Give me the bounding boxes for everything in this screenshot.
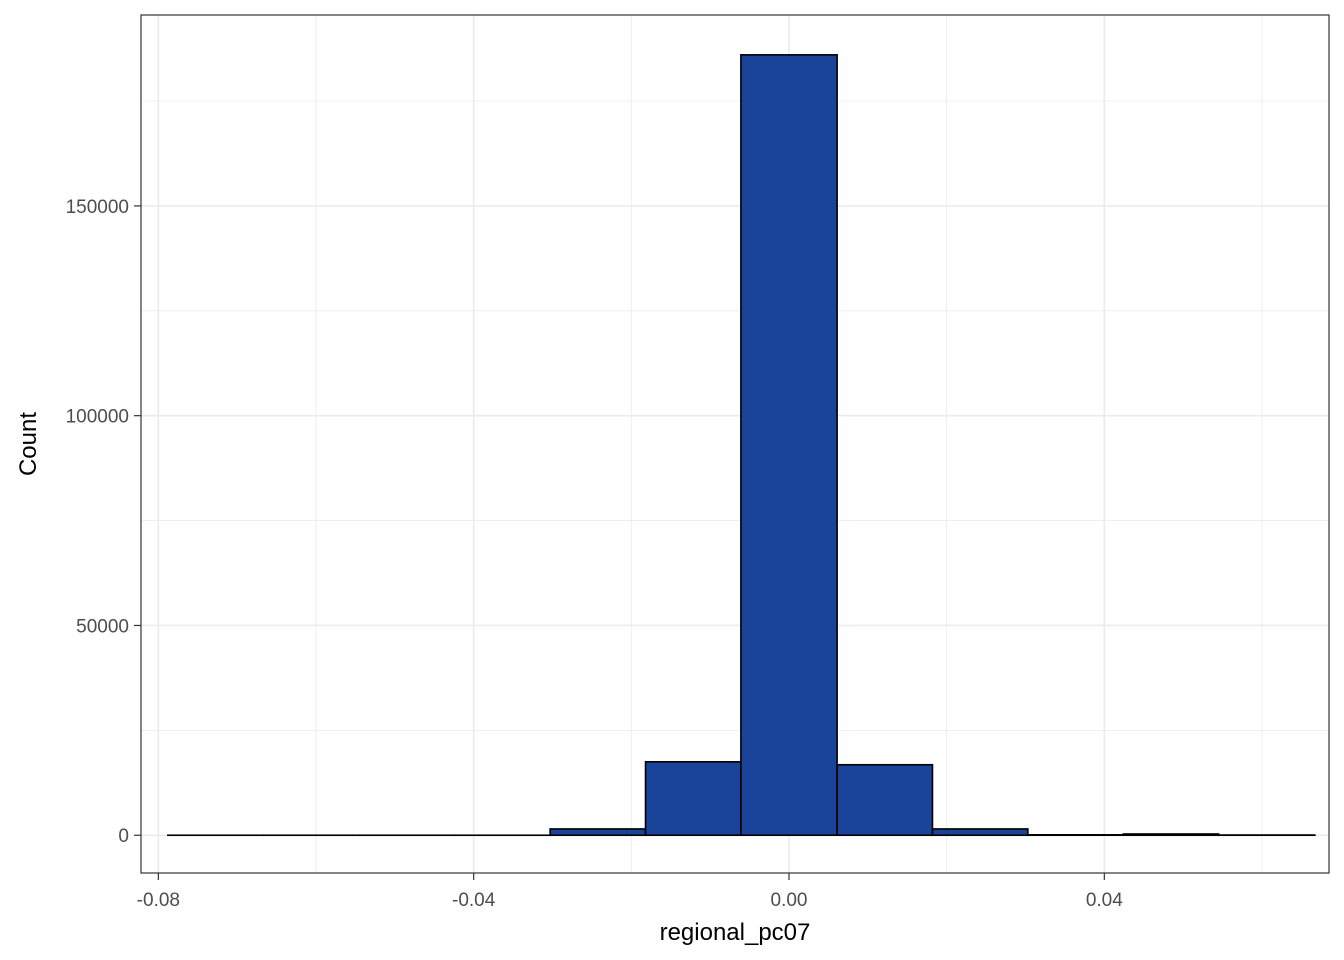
- histogram-bar: [1122, 833, 1220, 837]
- histogram-bar: [836, 763, 934, 837]
- histogram-bars: [167, 54, 1316, 837]
- x-tick-label: 0.04: [1086, 890, 1123, 911]
- histogram-bar: [644, 761, 742, 837]
- x-tick-label: 0.00: [771, 890, 808, 911]
- minor-gridlines: [141, 15, 1329, 873]
- x-tick-label: -0.08: [137, 890, 180, 911]
- x-axis: -0.08 -0.04 0.00 0.04: [137, 873, 1123, 911]
- y-tick-label: 150000: [66, 197, 129, 218]
- histogram-bar: [740, 54, 838, 837]
- y-tick-label: 50000: [76, 616, 129, 637]
- histogram-bar: [931, 828, 1029, 837]
- panel-border: [140, 14, 1330, 874]
- x-axis-title: regional_pc07: [660, 919, 811, 946]
- y-tick-label: 100000: [66, 407, 129, 428]
- y-axis-title: Count: [15, 412, 42, 476]
- y-tick-label: 0: [118, 826, 129, 847]
- histogram-bar: [549, 828, 647, 837]
- y-axis: 0 50000 100000 150000: [66, 197, 141, 847]
- x-tick-label: -0.04: [452, 890, 496, 911]
